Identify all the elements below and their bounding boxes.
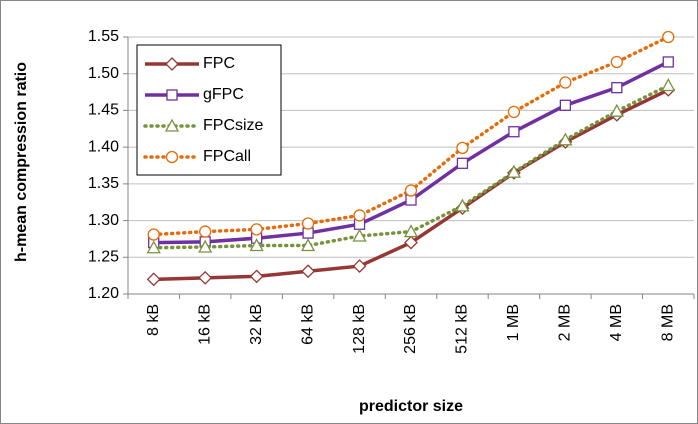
point (455, 198, 470, 212)
legend-label: FPCsize (203, 117, 264, 134)
point (559, 76, 572, 89)
point (404, 235, 418, 250)
point (198, 270, 213, 285)
legend-box (136, 44, 282, 176)
point (506, 164, 522, 178)
point (662, 30, 675, 44)
legend-label: FPCall (203, 148, 251, 165)
x-tick-label: 512 kB (454, 304, 471, 354)
y-tick-label: 1.30 (88, 212, 119, 229)
point (508, 126, 520, 138)
point (661, 78, 676, 92)
x-tick-label: 128 kB (351, 304, 368, 354)
point (558, 132, 573, 146)
point (352, 228, 367, 242)
point (456, 141, 469, 155)
point (147, 228, 160, 241)
legend-marker (165, 150, 179, 164)
point (146, 272, 161, 287)
legend-marker (165, 57, 179, 71)
point (301, 217, 315, 230)
legend-marker (166, 89, 178, 101)
x-tick-label: 256 kB (402, 304, 419, 354)
point (611, 82, 623, 94)
y-tick-label: 1.40 (88, 138, 119, 155)
y-tick-label: 1.35 (88, 175, 119, 192)
point (300, 238, 316, 252)
legend: FPC gFPC FPCsize FPCall (136, 44, 282, 176)
x-tick-label: 8 MB (659, 304, 676, 341)
y-tick-label: 1.50 (88, 65, 119, 82)
point (559, 99, 572, 111)
y-axis-label: h-mean compression ratio (13, 62, 30, 262)
legend-marker (164, 118, 180, 132)
x-tick-label: 8 kB (145, 304, 162, 336)
y-tick-label: 1.20 (88, 285, 119, 302)
x-tick-label: 32 kB (248, 304, 265, 345)
x-tick-label: 2 MB (557, 304, 574, 341)
x-tick-label: 1 MB (505, 304, 522, 341)
point (352, 259, 367, 274)
legend-label: gFPC (203, 86, 244, 103)
point (609, 103, 624, 117)
point (301, 264, 316, 279)
point (249, 269, 264, 284)
x-tick-label: 4 MB (608, 304, 625, 341)
point (456, 157, 469, 169)
y-tick-label: 1.45 (88, 102, 119, 119)
x-axis-label: predictor size (359, 398, 463, 415)
point (353, 209, 366, 222)
point (249, 238, 264, 252)
point (610, 55, 623, 69)
legend-label: FPC (203, 55, 235, 72)
y-tick-label: 1.25 (88, 249, 119, 266)
point (146, 240, 161, 254)
point (198, 239, 213, 253)
point (199, 225, 212, 238)
point (662, 56, 674, 68)
x-tick-label: 64 kB (299, 304, 316, 345)
x-tick-label: 16 kB (196, 304, 213, 345)
y-tick-label: 1.55 (88, 28, 119, 45)
point (250, 223, 263, 236)
point (507, 105, 521, 119)
point (403, 224, 419, 238)
point (404, 184, 418, 197)
